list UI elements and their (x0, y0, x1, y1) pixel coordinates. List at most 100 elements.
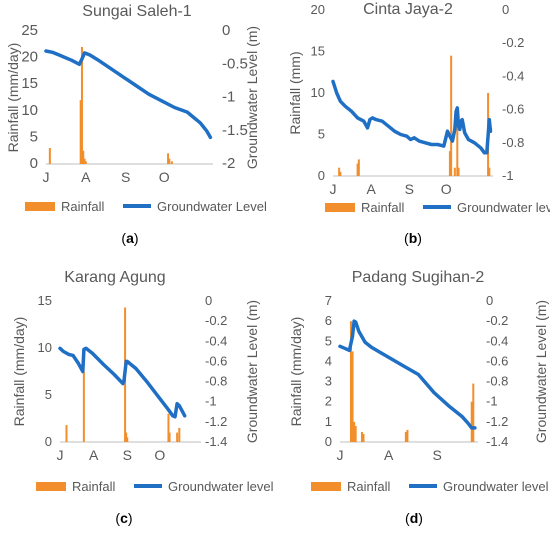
y-left-tick-label: 5 (325, 333, 332, 348)
panel-caption: (b) (404, 230, 422, 246)
rainfall-bar (84, 161, 87, 164)
y-right-tick-label: 0 (205, 293, 212, 308)
x-tick-label: S (405, 181, 414, 197)
y-right-axis-title: Groundwater Level (m) (533, 300, 549, 443)
rainfall-bar (362, 433, 365, 442)
legend-rainfall-label: Rainfall (361, 200, 404, 215)
y-left-tick-label: 1 (325, 414, 332, 429)
y-left-tick-label: 20 (311, 2, 325, 17)
rainfall-bar (354, 425, 357, 442)
y-left-tick-label: 15 (38, 293, 52, 308)
groundwater-line (331, 79, 493, 155)
y-left-tick-label: 15 (21, 75, 38, 92)
rainfall-bar (472, 383, 475, 442)
x-tick-label: S (123, 447, 132, 463)
rainfall-bar (456, 117, 459, 176)
panel-caption: (c) (115, 510, 132, 526)
y-left-tick-label: 0 (30, 155, 38, 172)
rainfall-bar (457, 167, 460, 176)
rainfall-bar (168, 432, 171, 442)
y-right-tick-label: -1 (205, 394, 217, 409)
rainfall-bar (349, 321, 352, 442)
y-left-tick-label: 15 (311, 44, 325, 59)
groundwater-line (338, 319, 477, 430)
y-left-axis-title: Rainfall (mm) (287, 51, 303, 134)
y-right-tick-label: -1.4 (486, 434, 508, 449)
y-right-tick-label: 0 (222, 22, 230, 39)
y-right-tick-label: -0.2 (205, 313, 227, 328)
x-tick-label: O (441, 181, 452, 197)
rainfall-bar (48, 148, 51, 164)
y-left-tick-label: 0 (325, 434, 332, 449)
caption-paren-close: ) (128, 510, 133, 526)
caption-letter: a (126, 230, 134, 246)
chart-title: Cinta Jaya-2 (363, 1, 453, 18)
rainfall-bar (353, 421, 356, 442)
legend-rainfall-label: Rainfall (347, 479, 390, 494)
caption-paren-open: ( (121, 230, 126, 246)
groundwater-line (44, 49, 213, 140)
x-tick-label: A (384, 447, 394, 463)
y-right-tick-label: -0.5 (222, 55, 248, 72)
y-right-tick-label: -1.4 (205, 434, 227, 449)
legend-rainfall-label: Rainfall (72, 479, 115, 494)
y-right-tick-label: -0.4 (205, 333, 227, 348)
y-right-tick-label: -1 (222, 89, 235, 106)
caption-letter: d (410, 510, 419, 526)
x-tick-label: S (433, 447, 442, 463)
rainfall-bar (167, 413, 170, 442)
rainfall-bar (126, 437, 129, 442)
rainfall-bar (488, 167, 491, 176)
legend-groundwater-label: Groundwater level (443, 479, 549, 494)
rainfall-bar (178, 427, 181, 442)
rainfall-bar (168, 158, 171, 164)
y-left-tick-label: 10 (21, 102, 38, 119)
legend-groundwater-label: Groundwater Level (157, 199, 267, 214)
x-tick-label: J (43, 169, 50, 185)
y-right-tick-label: -1.5 (222, 122, 248, 139)
y-left-tick-label: 5 (318, 127, 325, 142)
y-left-tick-label: 10 (311, 85, 325, 100)
legend-rainfall-label: Rainfall (61, 199, 104, 214)
x-tick-label: J (330, 181, 337, 197)
rainfall-bar (453, 167, 456, 176)
groundwater-line (58, 346, 187, 419)
rainfall-bar (351, 351, 354, 442)
rainfall-bar (450, 55, 453, 176)
chart-panel-3: Karang Agung 0 5 10 15 -1.4 -1.2 -1 -0.8 -0.6 -0.4… (11, 269, 274, 526)
y-right-tick-label: -0.2 (502, 35, 524, 50)
caption-paren-open: ( (115, 510, 120, 526)
x-tick-label: J (337, 447, 344, 463)
y-left-tick-label: 3 (325, 374, 332, 389)
rainfall-bar (339, 171, 342, 176)
y-right-tick-label: 0 (502, 2, 509, 17)
y-right-tick-label: -1.2 (486, 414, 508, 429)
y-left-tick-label: 20 (21, 49, 38, 66)
y-right-tick-label: -2 (222, 155, 235, 172)
rainfall-bar (82, 150, 85, 164)
rainfall-bar (65, 425, 68, 442)
y-right-tick-label: -0.8 (205, 374, 227, 389)
chart-title: Padang Sugihan-2 (352, 269, 485, 286)
x-tick-label: A (81, 169, 91, 185)
caption-letter: c (120, 510, 128, 526)
caption-paren-close: ) (418, 510, 423, 526)
x-tick-label: O (159, 169, 170, 185)
rainfall-bar (406, 429, 409, 442)
y-left-tick-label: 5 (30, 128, 38, 145)
y-left-tick-label: 7 (325, 293, 332, 308)
caption-paren-open: ( (404, 230, 409, 246)
x-tick-label: O (154, 447, 165, 463)
rainfall-bar (176, 432, 179, 442)
caption-paren-close: ) (134, 230, 139, 246)
caption-letter: b (409, 230, 418, 246)
rainfall-bar (448, 151, 451, 176)
chart-title: Karang Agung (64, 269, 165, 286)
rainfall-bar (357, 159, 360, 176)
chart-title: Sungai Saleh-1 (82, 3, 192, 20)
y-right-tick-label: -0.4 (486, 333, 508, 348)
y-right-tick-label: -0.8 (486, 374, 508, 389)
rainfall-bar (170, 161, 173, 164)
